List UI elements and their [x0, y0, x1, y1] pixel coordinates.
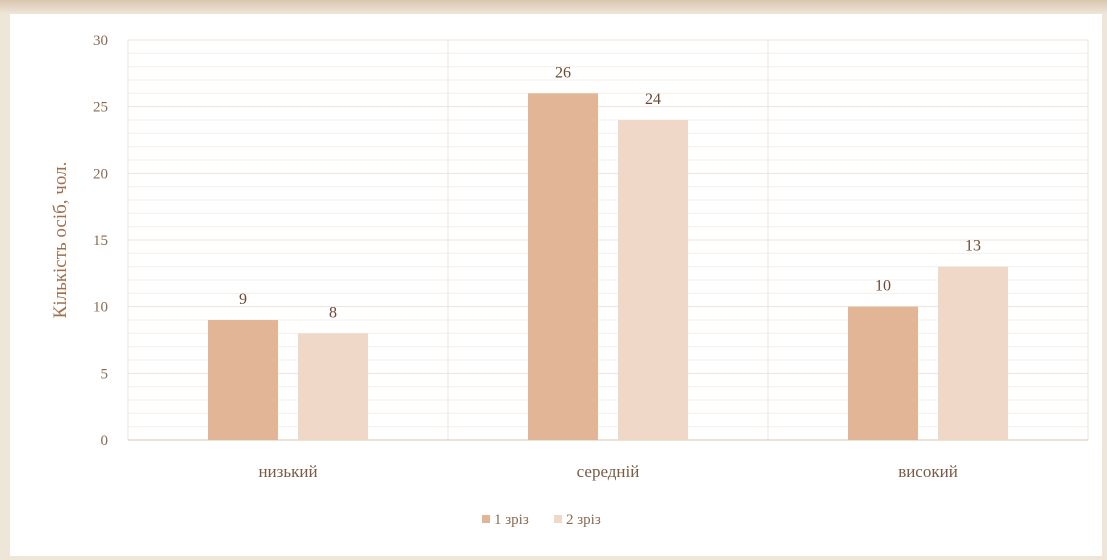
legend-swatch — [554, 515, 562, 523]
data-label: 10 — [875, 278, 891, 295]
y-tick-label: 5 — [101, 366, 109, 382]
legend: 1 зріз 2 зріз — [482, 512, 601, 528]
data-label: 26 — [555, 64, 571, 81]
legend-label: 2 зріз — [566, 512, 601, 528]
bars — [208, 93, 1008, 440]
x-category-label: низький — [258, 462, 317, 481]
y-tick-label: 15 — [93, 233, 108, 249]
y-axis-ticks: 0 5 10 15 20 25 30 — [93, 33, 108, 449]
data-labels: 9 8 26 24 10 13 — [239, 64, 981, 321]
bar — [848, 306, 918, 440]
bar — [528, 93, 598, 440]
bar — [618, 120, 688, 440]
data-label: 24 — [645, 91, 661, 108]
data-label: 8 — [329, 304, 337, 321]
bar — [938, 266, 1008, 440]
y-tick-label: 30 — [93, 33, 108, 49]
y-tick-label: 20 — [93, 166, 108, 182]
bar — [208, 320, 278, 440]
x-axis-categories: низький середній високий — [258, 462, 957, 481]
data-label: 9 — [239, 291, 247, 308]
y-tick-label: 25 — [93, 100, 108, 116]
y-tick-label: 10 — [93, 300, 108, 316]
y-axis-label: Кількість осіб, чол. — [50, 162, 71, 319]
data-label: 13 — [965, 238, 981, 255]
x-category-label: високий — [898, 462, 958, 481]
legend-swatch — [482, 515, 490, 523]
x-category-label: середній — [577, 462, 640, 481]
gridlines — [127, 39, 1089, 441]
bar — [298, 333, 368, 440]
legend-label: 1 зріз — [494, 512, 529, 528]
y-tick-label: 0 — [101, 433, 109, 449]
